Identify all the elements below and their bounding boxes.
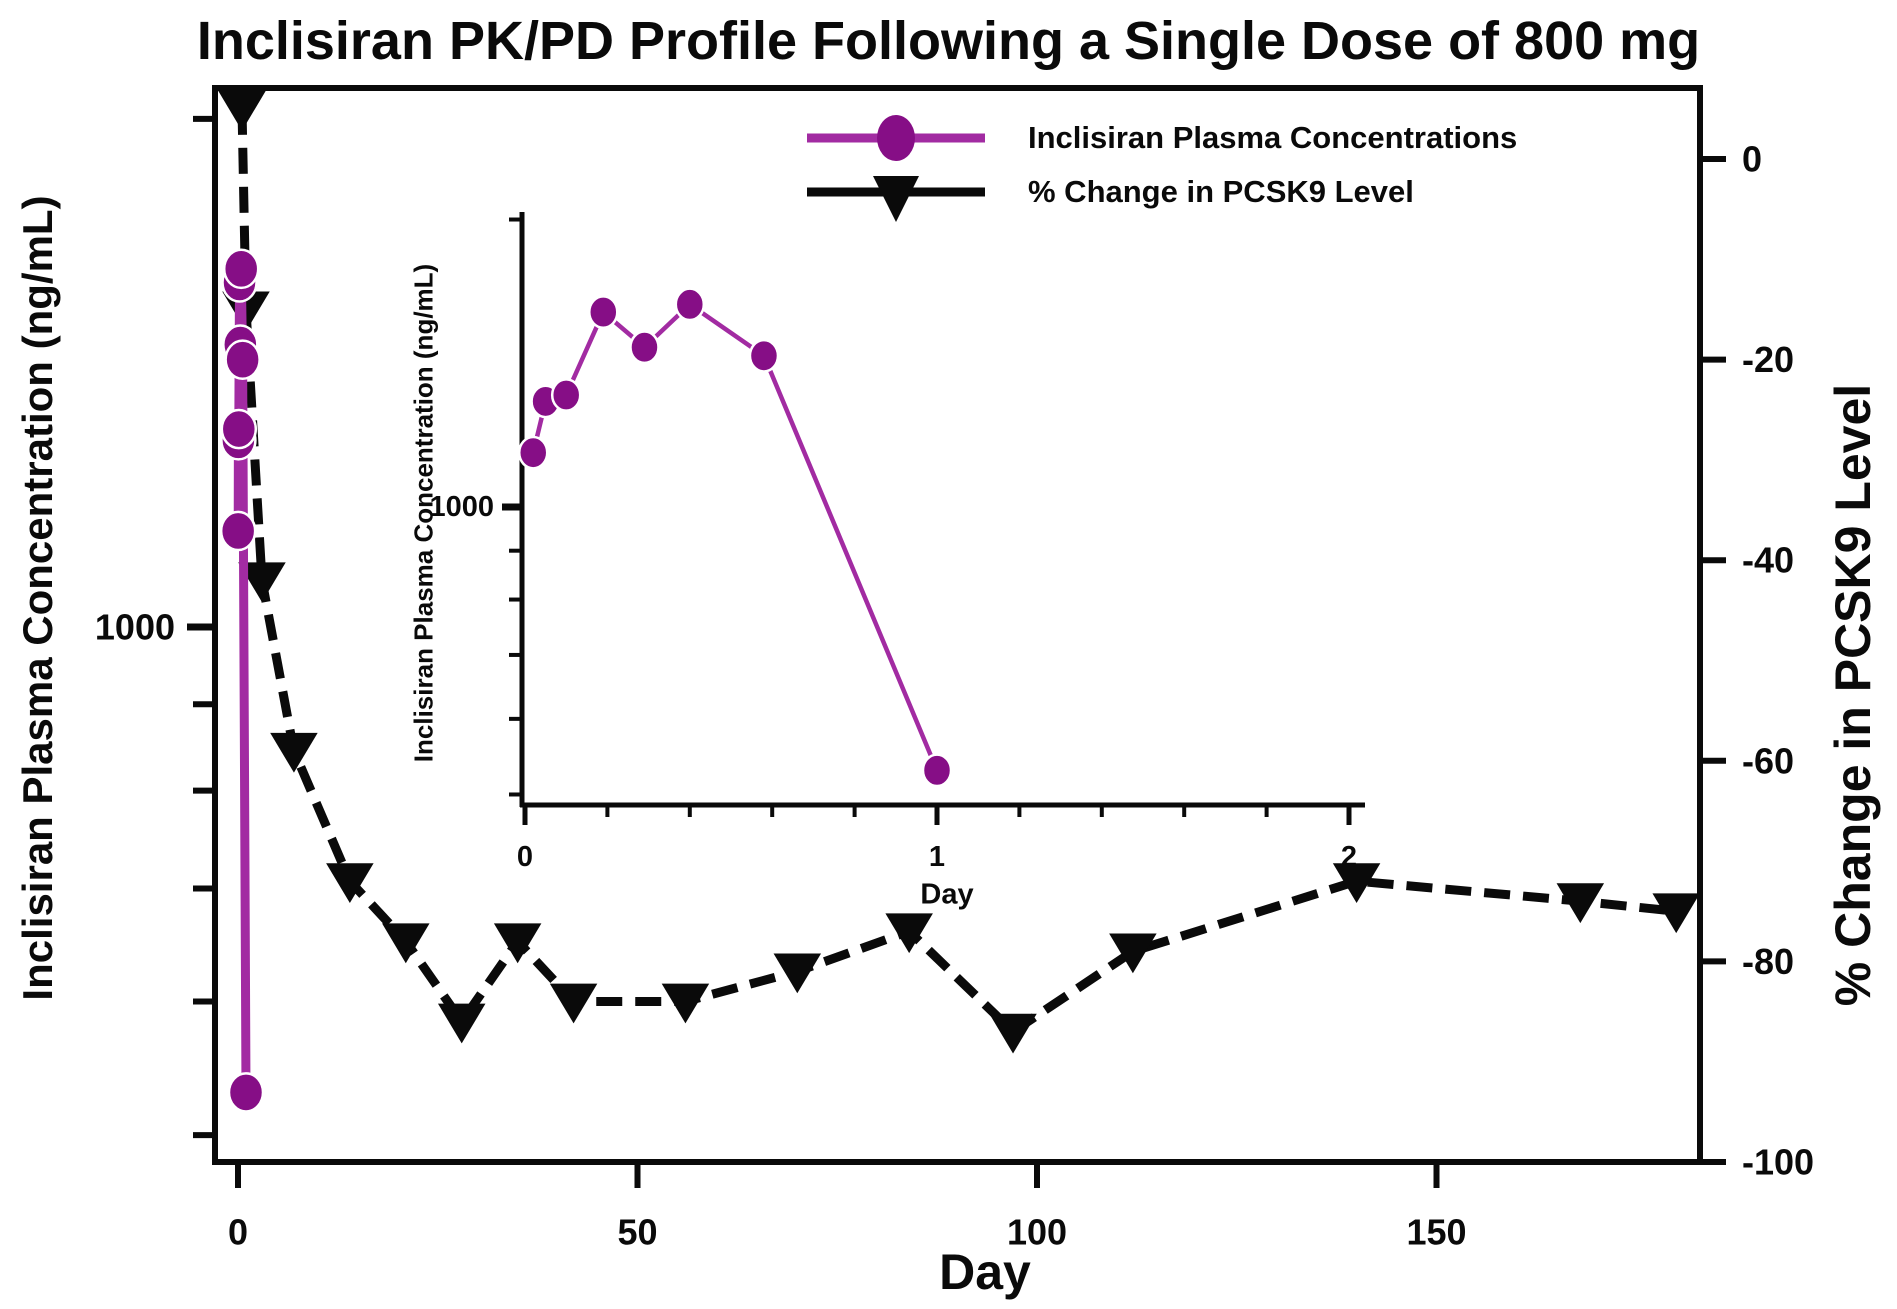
pd-point (1556, 883, 1605, 924)
main-pk-series (219, 248, 265, 1113)
svg-text:1000: 1000 (95, 607, 175, 648)
svg-text:1: 1 (929, 841, 945, 873)
svg-text:-60: -60 (1742, 740, 1794, 781)
x-axis-label: Day (939, 1244, 1031, 1300)
pk-point (224, 339, 261, 380)
svg-text:150: 150 (1406, 1212, 1466, 1253)
inset-y-axis-label: Inclisiran Plasma Concentration (ng/mL) (408, 263, 439, 763)
inset-pk-point (629, 330, 660, 365)
svg-text:-20: -20 (1742, 339, 1794, 380)
pd-point (238, 562, 286, 603)
inset-pk-point (517, 435, 549, 470)
chart-title: Inclisiran PK/PD Profile Following a Sin… (196, 11, 1701, 71)
legend-label-pd: % Change in PCSK9 Level (1028, 174, 1414, 209)
svg-text:2: 2 (1341, 841, 1357, 873)
pk-point (227, 1072, 265, 1113)
legend-label-pk: Inclisiran Plasma Concentrations (1028, 120, 1518, 155)
pd-point (773, 953, 822, 994)
left-y-axis-label: Inclisiran Plasma Concentration (ng/mL) (14, 195, 61, 1001)
pd-point (493, 923, 542, 964)
svg-text:0: 0 (1742, 139, 1762, 180)
main-left-y-axis: 1000 (95, 115, 215, 1139)
svg-text:-80: -80 (1742, 941, 1794, 982)
svg-text:50: 50 (617, 1212, 657, 1253)
inset-pk-point (748, 338, 780, 373)
main-right-y-axis: 0 -20 -40 -60 -80 -100 (1700, 139, 1814, 1183)
pd-point (885, 913, 933, 954)
inset-pk-line (531, 302, 940, 772)
pd-point (437, 1003, 486, 1044)
pd-point (382, 923, 430, 964)
pk-point (219, 510, 257, 552)
svg-text:0: 0 (517, 841, 533, 873)
inset-axes: 0 1 2 1000 (429, 212, 1365, 873)
pk-point (220, 408, 258, 450)
inset-pk-point (588, 295, 619, 329)
inset-x-axis-label: Day (920, 878, 974, 911)
main-pd-series (218, 90, 1700, 1054)
pd-point (1652, 893, 1700, 934)
pd-point (1109, 933, 1157, 974)
pd-point (549, 983, 598, 1024)
inset-pk-point (674, 287, 706, 322)
pd-point (989, 1013, 1037, 1054)
pd-point (661, 983, 710, 1024)
legend (807, 115, 985, 222)
right-y-axis-label: % Change in PCSK9 Level (1825, 383, 1881, 1007)
pd-point (326, 863, 374, 904)
svg-text:-40: -40 (1742, 540, 1794, 581)
main-x-axis: 0 50 100 150 (228, 1162, 1467, 1253)
inset-pk-point (921, 753, 953, 788)
svg-text:0: 0 (228, 1212, 248, 1253)
pd-point (270, 732, 318, 773)
inset-pk-series (517, 287, 953, 788)
svg-text:1000: 1000 (429, 491, 494, 523)
pd-point (218, 90, 266, 131)
svg-text:-100: -100 (1742, 1142, 1814, 1183)
pk-line (233, 264, 251, 1093)
inset-pk-point (550, 378, 582, 412)
pk-point (222, 248, 260, 290)
pd-point (1332, 863, 1381, 904)
svg-text:100: 100 (1007, 1212, 1067, 1253)
